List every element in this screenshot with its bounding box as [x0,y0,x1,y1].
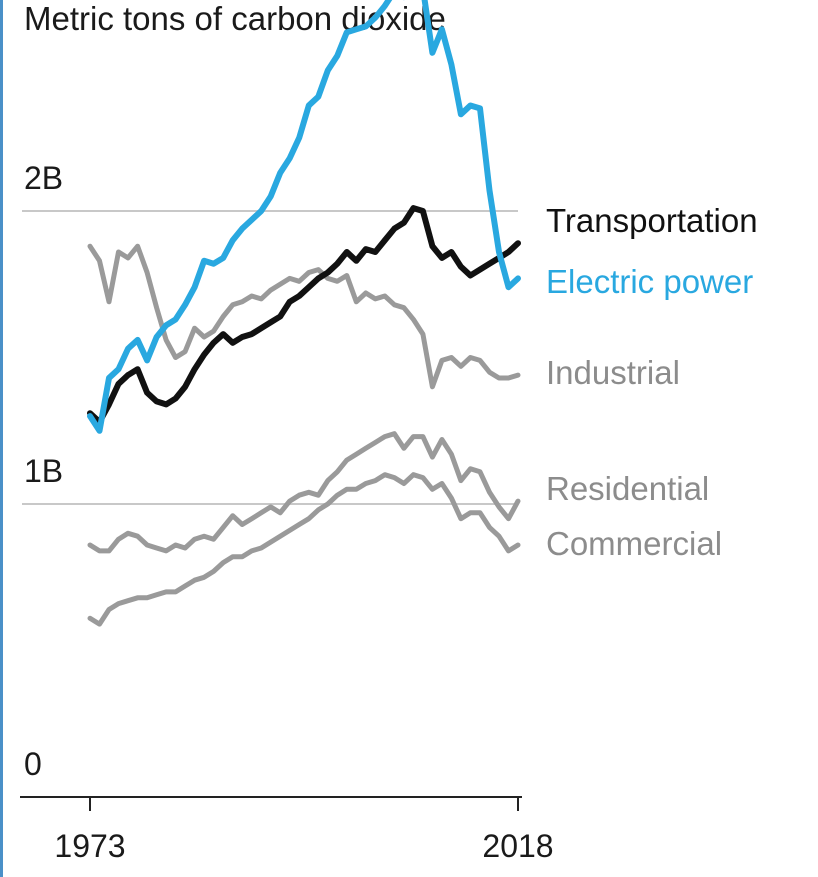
series-label-industrial: Industrial [546,354,680,391]
y-tick-label-0: 0 [24,746,42,782]
series-label-transportation: Transportation [546,202,758,239]
series-line-industrial [87,243,521,390]
series-label-residential: Residential [546,470,709,507]
series-line-commercial [87,472,521,627]
series-line-residential [87,431,521,554]
series-line-electric-power [87,0,521,434]
y-tick-label-1: 1B [24,453,63,489]
series-label-commercial: Commercial [546,525,722,562]
x-axis: 1973 2018 [20,796,554,864]
gridlines [22,210,518,505]
y-tick-label-2: 2B [24,160,63,196]
x-tick-label-0: 1973 [54,828,125,864]
series-line-transportation [87,205,521,425]
left-border-rule [0,0,3,877]
x-tick-label-1: 2018 [482,828,553,864]
series-lines [87,0,521,627]
series-labels: Transportation Electric power Industrial Re… [546,202,758,562]
y-tick-labels: 0 1B 2B [24,160,63,782]
series-label-electric-power: Electric power [546,263,753,300]
